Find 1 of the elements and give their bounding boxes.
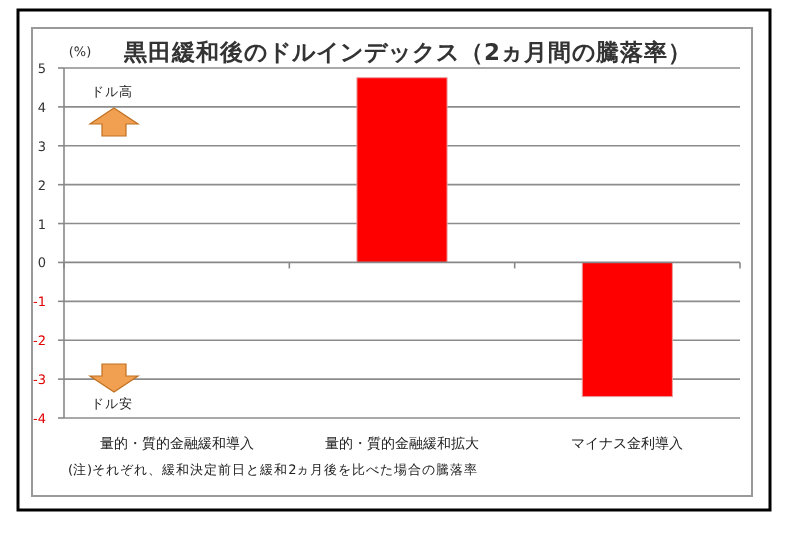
chart-title: 黒田緩和後のドルインデックス（2ヵ月間の騰落率） — [121, 38, 693, 66]
